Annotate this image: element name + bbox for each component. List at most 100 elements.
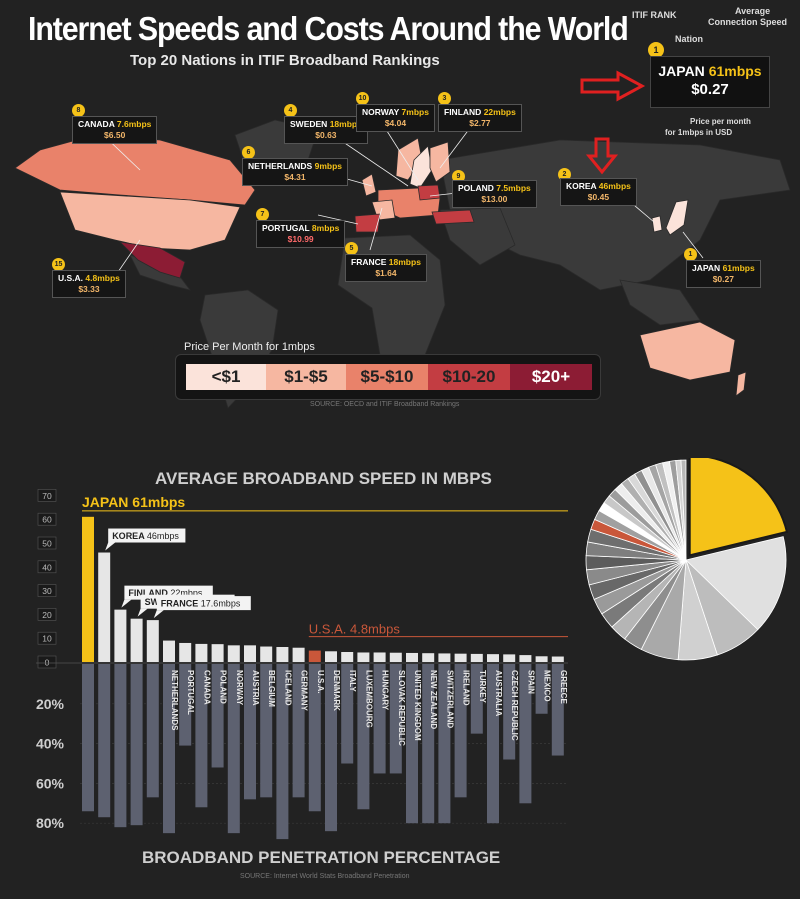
map-sweden	[409, 145, 433, 189]
pen-bar	[406, 664, 418, 824]
speed-bar	[260, 646, 273, 662]
category-label: TURKEY	[478, 670, 487, 704]
speed-bar	[308, 650, 321, 662]
speed-ytick-label: 60	[42, 515, 52, 525]
pen-bar	[341, 664, 354, 764]
pen-bar	[551, 664, 564, 756]
callout-portugal: PORTUGAL 8mbps $10.99	[256, 220, 346, 248]
legend-range-2: $1-$5	[266, 364, 346, 390]
annotation-tag-label: FRANCE 17.6mbps	[161, 599, 241, 609]
key-price-label-2: for 1mbps in USD	[665, 128, 733, 137]
speed-ytick-label: 20	[42, 610, 52, 620]
pen-bar	[357, 664, 370, 810]
pie-slice	[688, 458, 789, 557]
category-label: AUSTRIA	[251, 670, 260, 706]
speed-bar	[357, 652, 370, 662]
map-turkey	[431, 209, 475, 225]
callout-korea: KOREA 46mbps $0.45	[560, 178, 637, 206]
speed-bar	[454, 653, 467, 662]
pen-bar	[211, 664, 224, 768]
pen-bar	[454, 664, 467, 798]
category-label: GREECE	[559, 670, 568, 704]
category-label: IRELAND	[462, 670, 471, 706]
speed-ytick-box	[37, 631, 57, 645]
pen-bar	[163, 664, 175, 834]
key-nation: JAPAN	[658, 63, 705, 79]
key-nation-label: Nation	[675, 34, 703, 44]
map-usa	[59, 191, 241, 251]
annotation-tag-label: FINLAND 22mbps	[128, 588, 203, 598]
category-label: AUSTRALIA	[494, 670, 503, 716]
speed-bar	[195, 643, 208, 662]
callout-poland: POLAND 7.5mbps $13.00	[452, 180, 537, 208]
pen-bar	[114, 664, 127, 828]
red-arrow-down-icon	[586, 137, 618, 175]
speed-bar	[179, 642, 192, 662]
pen-bar	[276, 664, 289, 840]
key-speed-label-2: Connection Speed	[708, 17, 788, 27]
callout-badge-sweden: 4	[284, 104, 297, 117]
price-legend: <$1 $1-$5 $5-$10 $10-20 $20+	[175, 354, 601, 400]
category-label: SWITZERLAND	[445, 670, 454, 728]
speed-ytick-label: 70	[42, 491, 52, 501]
callout-badge-norway: 10	[356, 92, 369, 105]
pen-bar	[260, 664, 273, 798]
price-legend-title: Price Per Month for 1mbps	[184, 341, 315, 353]
annotation-pointer	[105, 542, 116, 551]
speed-bar	[163, 640, 175, 662]
pen-ytick-label: 60%	[36, 775, 65, 791]
speed-bar	[438, 653, 451, 662]
map-mexico	[118, 241, 186, 279]
speed-bar	[98, 552, 111, 662]
pie-slice	[680, 459, 687, 561]
category-label: ITALY	[348, 670, 357, 692]
pen-bar	[519, 664, 532, 804]
key-price-label-1: Price per month	[690, 117, 751, 126]
category-label: HUNGARY	[381, 670, 390, 711]
speed-bar	[146, 620, 159, 662]
callout-finland: FINLAND 22mbps $2.77	[438, 104, 522, 132]
speed-ytick-box	[37, 655, 57, 669]
legend-range-1: <$1	[186, 364, 266, 390]
map-australia	[639, 321, 736, 381]
map-finland	[429, 141, 451, 183]
speed-bar	[211, 644, 224, 662]
speed-bar	[292, 647, 305, 662]
key-speed-label-1: Average	[735, 6, 771, 16]
penetration-section-title: BROADBAND PENETRATION PERCENTAGE	[142, 848, 501, 867]
speed-ytick-box	[37, 512, 57, 526]
category-label: SLOVAK REPUBLIC	[397, 670, 406, 746]
penetration-source: SOURCE: Internet World Stats Broadband P…	[240, 873, 410, 880]
speed-ytick-box	[37, 489, 57, 502]
category-label: MEXICO	[543, 670, 552, 702]
callout-sweden: SWEDEN 18mbps $0.63	[284, 116, 368, 144]
annotation-pointer	[153, 610, 164, 619]
pen-bar	[308, 664, 321, 812]
callout-badge-finland: 3	[438, 92, 451, 105]
pen-bar	[325, 664, 337, 832]
callout-norway: NORWAY 7mbps $4.04	[356, 104, 435, 132]
category-label: ICELAND	[283, 670, 292, 706]
annotation-tag	[108, 528, 186, 543]
speed-bar	[503, 654, 516, 662]
map-southeast-asia	[619, 279, 701, 326]
legend-range-5: $20+	[510, 364, 592, 390]
pen-bar	[535, 664, 548, 714]
speed-bar	[535, 656, 548, 662]
category-label: CZECH REPUBLIC	[510, 670, 519, 741]
pen-bar	[438, 664, 451, 824]
speed-bar	[422, 653, 435, 662]
callout-usa: U.S.A. 4.8mbps $3.33	[52, 270, 126, 298]
callout-badge-poland: 9	[452, 170, 465, 183]
speed-ytick-box	[37, 536, 57, 550]
speed-bar	[406, 652, 418, 662]
callout-badge-france: 5	[345, 242, 358, 255]
callout-badge-korea: 2	[558, 168, 571, 181]
category-label: NETHERLANDS	[170, 670, 179, 731]
speed-bar	[244, 645, 256, 662]
category-label: DENMARK	[332, 670, 341, 711]
callout-badge-netherlands: 6	[242, 146, 255, 159]
speed-ytick-box	[37, 560, 57, 574]
red-arrow-right-icon	[580, 70, 646, 102]
callout-badge-canada: 8	[72, 104, 85, 117]
